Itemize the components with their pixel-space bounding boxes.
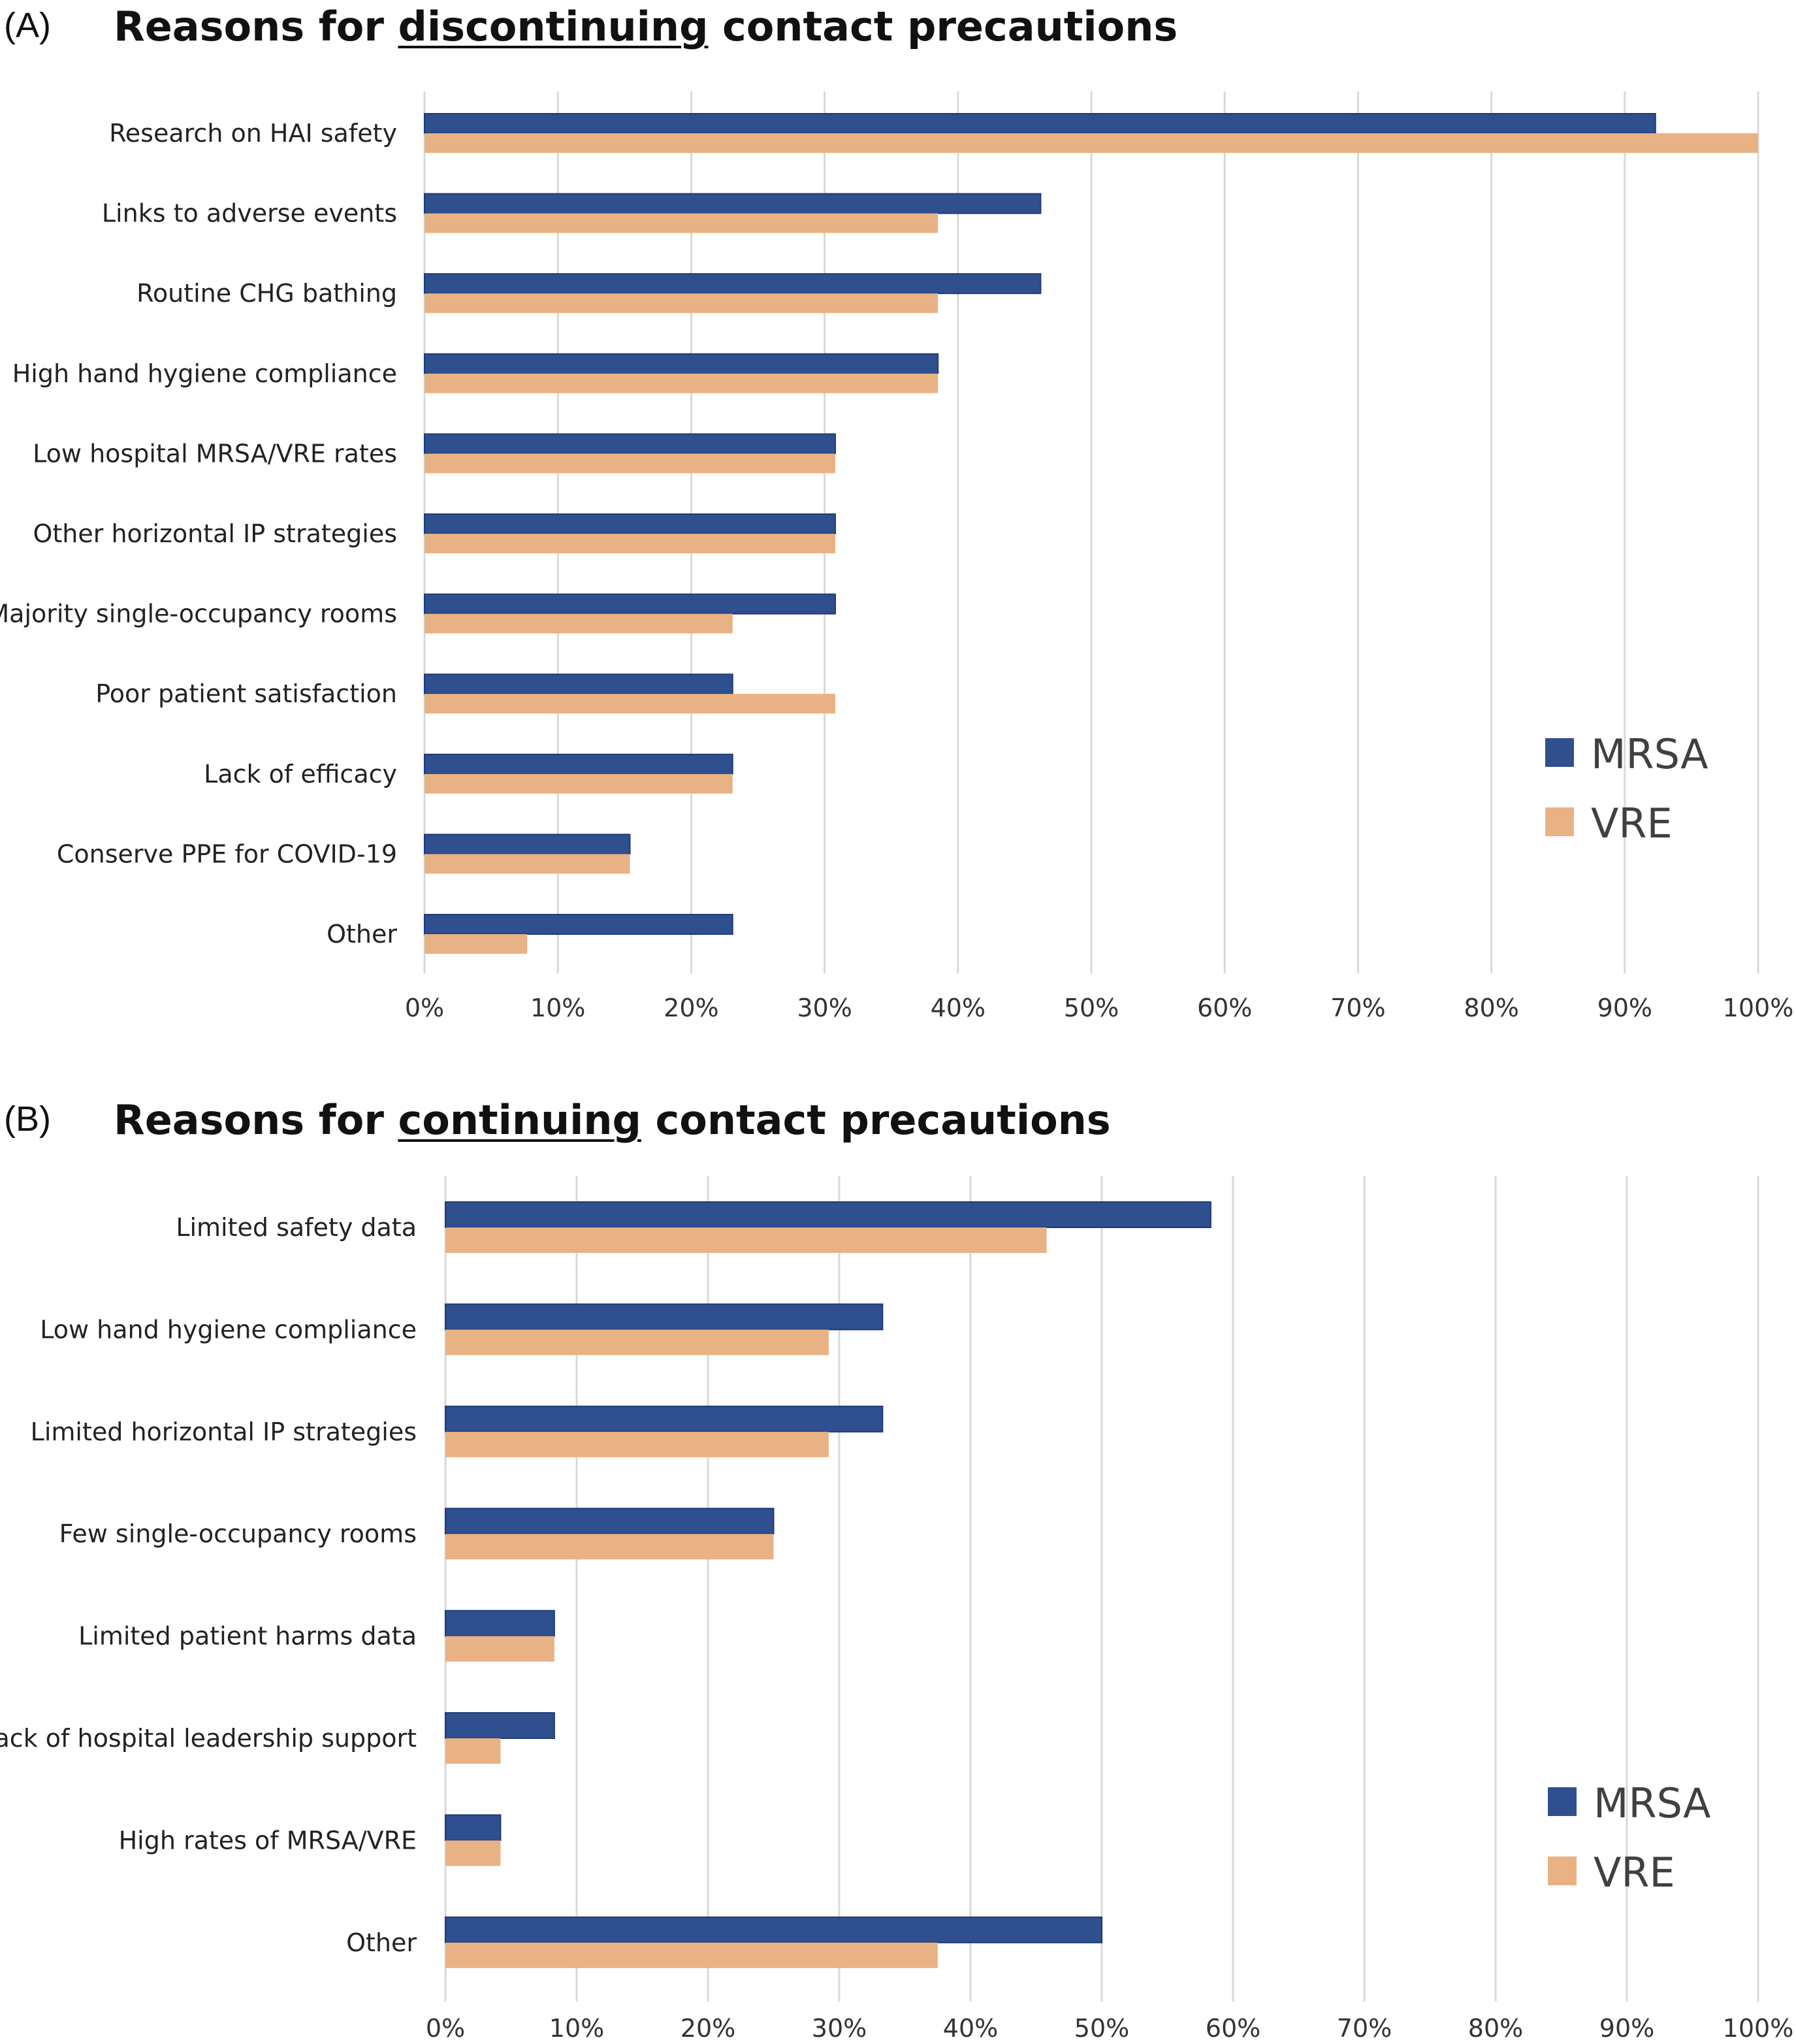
x-tick-label-b: 100%: [1723, 2014, 1794, 2043]
title-a-part3: contact precautions: [708, 3, 1178, 50]
x-tick-label-a: 10%: [530, 994, 585, 1022]
category-label-a: Links to adverse events: [102, 199, 397, 228]
category-label-b: Few single-occupancy rooms: [59, 1519, 417, 1548]
bar-b-vre: [445, 1738, 501, 1764]
bar-b-mrsa: [445, 1814, 502, 1841]
title-b-part2: continuing: [398, 1096, 641, 1144]
bar-a-mrsa: [424, 914, 733, 935]
x-tick-label-a: 30%: [797, 994, 852, 1022]
title-a-part1: Reasons for: [114, 3, 398, 50]
bar-a-vre: [425, 773, 733, 794]
category-label-a: Lack of efficacy: [204, 760, 397, 788]
bar-b-mrsa: [445, 1610, 555, 1637]
title-b-part1: Reasons for: [114, 1096, 398, 1144]
panel-b-title: Reasons for continuing contact precautio…: [114, 1096, 1111, 1144]
x-tick-label-b: 30%: [812, 2014, 867, 2043]
x-tick-label-b: 40%: [943, 2014, 998, 2043]
bar-a-mrsa: [424, 273, 1042, 295]
category-label-b: High rates of MRSA/VRE: [119, 1826, 417, 1855]
x-tick-label-b: 80%: [1468, 2014, 1523, 2043]
category-label-a: Other horizontal IP strategies: [33, 519, 397, 548]
bar-b-vre: [445, 1227, 1047, 1253]
bar-a-vre: [425, 854, 630, 874]
title-a-part2: discontinuing: [398, 3, 709, 50]
x-tick-label-a: 70%: [1330, 994, 1385, 1022]
legend-swatch-b-mrsa: [1548, 1787, 1577, 1816]
bar-a-vre: [425, 213, 938, 233]
bar-a-mrsa: [424, 353, 939, 374]
x-tick-label-a: 80%: [1464, 994, 1518, 1022]
legend-swatch-a-vre: [1545, 807, 1574, 836]
bar-b-vre: [445, 1942, 938, 1968]
panel-b-letter: (B): [4, 1099, 51, 1139]
bar-a-vre: [425, 934, 528, 954]
panel-a-title: Reasons for discontinuing contact precau…: [114, 3, 1178, 50]
bar-b-vre: [445, 1431, 829, 1457]
legend-swatch-a-mrsa: [1545, 738, 1574, 767]
x-tick-label-b: 50%: [1074, 2014, 1129, 2043]
bar-a-vre: [425, 293, 938, 314]
bar-a-mrsa: [424, 193, 1042, 214]
category-label-b: Limited horizontal IP strategies: [31, 1418, 417, 1446]
x-tick-label-b: 0%: [426, 2014, 465, 2043]
bar-a-mrsa: [424, 753, 733, 775]
title-b-part3: contact precautions: [641, 1096, 1111, 1144]
legend-label-a-vre: VRE: [1591, 800, 1673, 847]
legend-label-b-vre: VRE: [1594, 1849, 1675, 1896]
category-label-b: Limited patient harms data: [78, 1622, 417, 1651]
category-label-a: Routine CHG bathing: [136, 279, 397, 308]
bar-a-vre: [425, 373, 938, 393]
category-label-a: High hand hygiene compliance: [12, 359, 397, 388]
bar-a-mrsa: [424, 513, 836, 534]
bar-b-vre: [445, 1840, 501, 1866]
bar-b-mrsa: [445, 1405, 884, 1433]
x-tick-label-a: 100%: [1723, 994, 1794, 1022]
legend-label-b-mrsa: MRSA: [1594, 1779, 1711, 1827]
panel-a-letter: (A): [4, 6, 51, 45]
bar-b-mrsa: [445, 1916, 1102, 1943]
x-tick-label-b: 10%: [549, 2014, 604, 2043]
x-tick-label-b: 60%: [1206, 2014, 1260, 2043]
bar-b-mrsa: [445, 1712, 555, 1739]
bar-a-mrsa: [424, 834, 631, 855]
bar-a-vre: [425, 133, 1758, 153]
x-tick-label-b: 20%: [681, 2014, 735, 2043]
bar-a-mrsa: [424, 433, 836, 455]
bar-b-vre: [445, 1636, 554, 1662]
x-tick-label-b: 90%: [1599, 2014, 1654, 2043]
bar-a-mrsa: [424, 673, 733, 695]
bar-a-vre: [425, 534, 835, 553]
bar-a-mrsa: [424, 593, 836, 615]
bar-b-vre: [445, 1534, 774, 1560]
category-label-b: Lack of hospital leadership support: [0, 1724, 417, 1753]
bar-b-vre: [445, 1329, 829, 1355]
category-label-b: Limited safety data: [176, 1213, 417, 1242]
x-tick-label-a: 60%: [1197, 994, 1252, 1022]
category-label-a: Low hospital MRSA/VRE rates: [33, 439, 397, 468]
bar-a-vre: [425, 613, 733, 634]
category-label-a: Conserve PPE for COVID-19: [57, 839, 397, 868]
category-label-b: Other: [346, 1928, 417, 1957]
legend-swatch-b-vre: [1548, 1857, 1577, 1885]
category-label-a: Other: [327, 920, 397, 949]
x-tick-label-a: 20%: [664, 994, 718, 1022]
x-tick-label-b: 70%: [1337, 2014, 1392, 2043]
bar-a-vre: [425, 453, 835, 474]
category-label-a: Majority single-occupancy rooms: [0, 600, 397, 628]
bar-b-mrsa: [445, 1508, 775, 1535]
x-tick-label-a: 40%: [931, 994, 986, 1022]
x-tick-label-a: 50%: [1064, 994, 1119, 1022]
category-label-b: Low hand hygiene compliance: [40, 1315, 417, 1344]
x-tick-label-a: 90%: [1597, 994, 1652, 1022]
legend-label-a-mrsa: MRSA: [1591, 730, 1708, 778]
bar-b-mrsa: [445, 1303, 884, 1331]
bar-a-mrsa: [424, 113, 1656, 134]
x-tick-label-a: 0%: [405, 994, 444, 1022]
category-label-a: Research on HAI safety: [109, 119, 397, 148]
category-label-a: Poor patient satisfaction: [95, 679, 397, 708]
bar-a-vre: [425, 694, 835, 714]
bar-b-mrsa: [445, 1201, 1211, 1228]
